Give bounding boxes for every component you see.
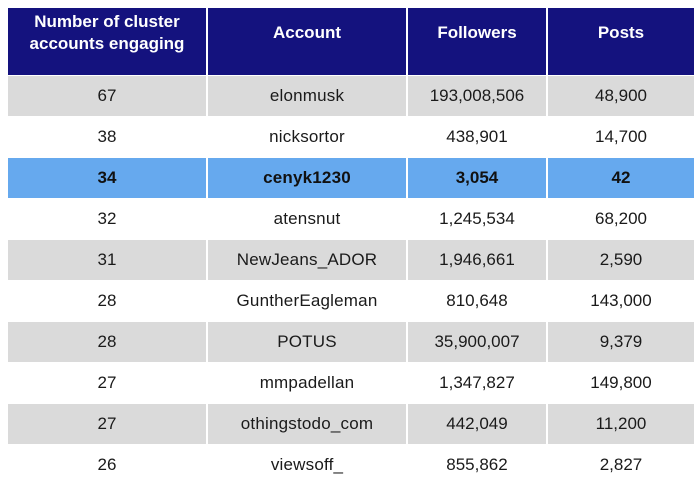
table-row: 67 elonmusk 193,008,506 48,900	[8, 76, 694, 116]
cell-followers: 1,347,827	[408, 363, 548, 403]
cell-account: POTUS	[208, 322, 408, 362]
cell-followers: 35,900,007	[408, 322, 548, 362]
cell-account: cenyk1230	[208, 158, 408, 198]
cell-posts: 68,200	[548, 199, 694, 239]
cell-posts: 143,000	[548, 281, 694, 321]
cell-account: othingstodo_com	[208, 404, 408, 444]
cell-account: NewJeans_ADOR	[208, 240, 408, 280]
cell-cluster-count: 27	[8, 363, 208, 403]
cell-account: mmpadellan	[208, 363, 408, 403]
cell-cluster-count: 32	[8, 199, 208, 239]
header-followers[interactable]: Followers	[408, 8, 548, 75]
cell-posts: 9,379	[548, 322, 694, 362]
cell-posts: 149,800	[548, 363, 694, 403]
cell-account: viewsoff_	[208, 445, 408, 485]
table-header: Number of cluster accounts engaging Acco…	[8, 8, 694, 75]
header-posts[interactable]: Posts	[548, 8, 694, 75]
table-row: 31 NewJeans_ADOR 1,946,661 2,590	[8, 240, 694, 280]
cell-cluster-count: 28	[8, 281, 208, 321]
cell-account: atensnut	[208, 199, 408, 239]
cell-account: elonmusk	[208, 76, 408, 116]
cell-followers: 442,049	[408, 404, 548, 444]
cell-followers: 3,054	[408, 158, 548, 198]
cell-followers: 1,245,534	[408, 199, 548, 239]
table-row: 27 mmpadellan 1,347,827 149,800	[8, 363, 694, 403]
cell-cluster-count: 67	[8, 76, 208, 116]
header-cluster-count[interactable]: Number of cluster accounts engaging	[8, 8, 208, 75]
table-row: 32 atensnut 1,245,534 68,200	[8, 199, 694, 239]
cell-account: GuntherEagleman	[208, 281, 408, 321]
cell-followers: 855,862	[408, 445, 548, 485]
cell-posts: 48,900	[548, 76, 694, 116]
cell-followers: 810,648	[408, 281, 548, 321]
cell-cluster-count: 34	[8, 158, 208, 198]
cell-cluster-count: 26	[8, 445, 208, 485]
cell-followers: 1,946,661	[408, 240, 548, 280]
cell-posts: 2,590	[548, 240, 694, 280]
cell-cluster-count: 28	[8, 322, 208, 362]
table-row-highlighted: 34 cenyk1230 3,054 42	[8, 158, 694, 198]
header-account[interactable]: Account	[208, 8, 408, 75]
table-row: 38 nicksortor 438,901 14,700	[8, 117, 694, 157]
cell-posts: 14,700	[548, 117, 694, 157]
cell-cluster-count: 27	[8, 404, 208, 444]
cell-posts: 42	[548, 158, 694, 198]
engagement-table: Number of cluster accounts engaging Acco…	[8, 8, 694, 485]
cell-posts: 2,827	[548, 445, 694, 485]
cell-cluster-count: 31	[8, 240, 208, 280]
table-row: 27 othingstodo_com 442,049 11,200	[8, 404, 694, 444]
table-row: 28 GuntherEagleman 810,648 143,000	[8, 281, 694, 321]
cell-followers: 438,901	[408, 117, 548, 157]
cell-cluster-count: 38	[8, 117, 208, 157]
table-row: 28 POTUS 35,900,007 9,379	[8, 322, 694, 362]
table-row: 26 viewsoff_ 855,862 2,827	[8, 445, 694, 485]
cell-account: nicksortor	[208, 117, 408, 157]
cell-posts: 11,200	[548, 404, 694, 444]
cell-followers: 193,008,506	[408, 76, 548, 116]
